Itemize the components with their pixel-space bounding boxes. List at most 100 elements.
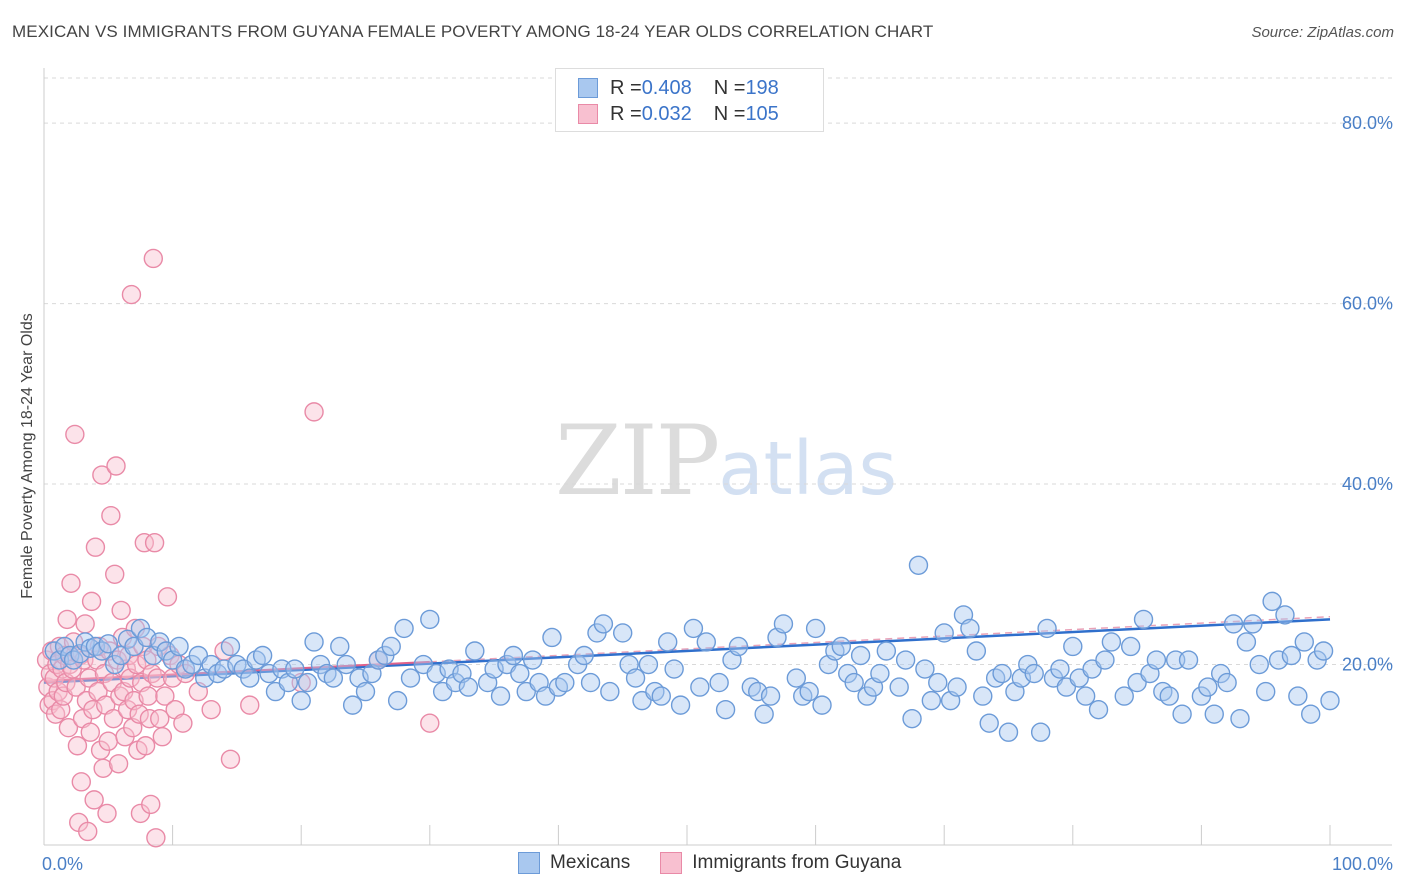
point-mexicans <box>934 623 954 643</box>
point-mexicans <box>902 708 922 729</box>
point-guyana <box>304 402 324 422</box>
series-label-mexicans: Mexicans <box>550 852 631 873</box>
series-swatch-mexicans <box>518 852 540 874</box>
point-mexicans <box>844 672 864 693</box>
point-mexicans <box>1249 654 1269 675</box>
point-mexicans <box>690 677 710 697</box>
point-guyana <box>129 704 149 724</box>
point-mexicans <box>1063 636 1083 657</box>
point-mexicans <box>1088 699 1109 720</box>
point-mexicans <box>773 614 794 634</box>
point-mexicans <box>889 677 909 697</box>
point-guyana <box>93 758 113 778</box>
series-legend-item-mexicans[interactable]: Mexicans <box>518 852 630 874</box>
y-axis-title: Female Poverty Among 18-24 Year Olds <box>19 313 36 599</box>
point-mexicans <box>323 668 344 688</box>
point-mexicans <box>1101 632 1122 652</box>
point-mexicans <box>342 695 363 715</box>
point-guyana <box>139 708 160 729</box>
legend-swatch-mexicans <box>578 78 598 98</box>
point-mexicans <box>915 659 935 679</box>
point-guyana <box>84 790 104 810</box>
point-mexicans <box>1230 708 1250 729</box>
point-mexicans <box>998 722 1019 742</box>
point-mexicans <box>1178 650 1199 670</box>
legend-n-label: N = <box>713 102 746 125</box>
watermark: ZIPatlas <box>555 405 897 517</box>
point-guyana <box>80 722 100 742</box>
point-guyana <box>155 686 175 706</box>
point-mexicans <box>490 686 511 706</box>
point-mexicans <box>252 645 273 666</box>
point-mexicans <box>330 636 350 657</box>
point-mexicans <box>458 677 479 697</box>
point-mexicans <box>98 634 119 654</box>
watermark-atlas: atlas <box>718 426 898 512</box>
legend-r-value: 0.032 <box>641 102 692 125</box>
point-mexicans <box>355 681 376 702</box>
point-mexicans <box>876 641 897 661</box>
series-legend: Mexicans Immigrants from Guyana <box>518 852 931 874</box>
point-mexicans <box>1120 636 1141 657</box>
point-mexicans <box>574 645 594 666</box>
point-mexicans <box>522 650 543 670</box>
series-legend-item-guyana[interactable]: Immigrants from Guyana <box>660 852 901 874</box>
point-mexicans <box>709 672 729 693</box>
point-mexicans <box>1320 690 1340 711</box>
chart-source: Source: ZipAtlas.com <box>1251 24 1394 41</box>
point-mexicans <box>1313 641 1334 661</box>
legend-r-label: R = <box>610 102 642 125</box>
point-mexicans <box>613 623 633 643</box>
series-mexicans <box>44 555 1340 742</box>
point-mexicans <box>658 632 678 652</box>
point-mexicans <box>715 699 736 720</box>
legend-r-label: R = <box>610 76 642 99</box>
point-guyana <box>57 609 77 630</box>
tick-labels: 20.0% 40.0% 60.0% 80.0% 0.0% 100.0% <box>42 113 1393 874</box>
point-mexicans <box>1217 672 1237 693</box>
point-mexicans <box>812 695 832 715</box>
point-mexicans <box>728 636 749 657</box>
point-mexicans <box>1281 645 1302 666</box>
point-mexicans <box>960 618 980 639</box>
point-mexicans <box>240 668 260 688</box>
point-guyana <box>420 713 440 733</box>
point-guyana <box>92 465 112 485</box>
y-tick-label: 80.0% <box>1342 113 1393 133</box>
legend-n-value: 198 <box>745 76 779 99</box>
point-mexicans <box>928 672 948 693</box>
point-guyana <box>103 708 124 729</box>
legend-row-mexicans: R = 0.408 N = 198 <box>578 76 779 100</box>
point-mexicans <box>1146 650 1167 670</box>
point-guyana <box>65 424 85 445</box>
point-guyana <box>157 587 178 607</box>
point-mexicans <box>44 641 64 661</box>
point-mexicans <box>387 690 408 711</box>
point-mexicans <box>1204 704 1224 724</box>
grid-lines <box>44 77 1392 666</box>
point-mexicans <box>805 618 826 639</box>
point-mexicans <box>291 690 311 711</box>
point-mexicans <box>1223 614 1244 634</box>
point-mexicans <box>1050 659 1070 679</box>
point-mexicans <box>625 668 646 688</box>
point-mexicans <box>1133 609 1154 630</box>
point-mexicans <box>503 645 524 666</box>
trend-extension-guyana <box>429 615 1331 663</box>
point-mexicans <box>555 672 575 693</box>
point-guyana <box>111 600 131 621</box>
point-guyana <box>135 736 156 756</box>
point-mexicans <box>593 614 614 634</box>
point-mexicans <box>510 663 530 684</box>
axes <box>43 68 1392 846</box>
point-mexicans <box>1172 704 1192 724</box>
point-mexicans <box>394 618 414 639</box>
point-guyana <box>85 537 106 557</box>
point-mexicans <box>1236 632 1257 652</box>
point-mexicans <box>1114 686 1134 706</box>
point-mexicans <box>670 695 691 715</box>
data-points <box>36 248 1340 848</box>
trend-line-mexicans <box>43 618 1331 684</box>
point-mexicans <box>696 632 716 652</box>
point-guyana <box>71 772 91 792</box>
